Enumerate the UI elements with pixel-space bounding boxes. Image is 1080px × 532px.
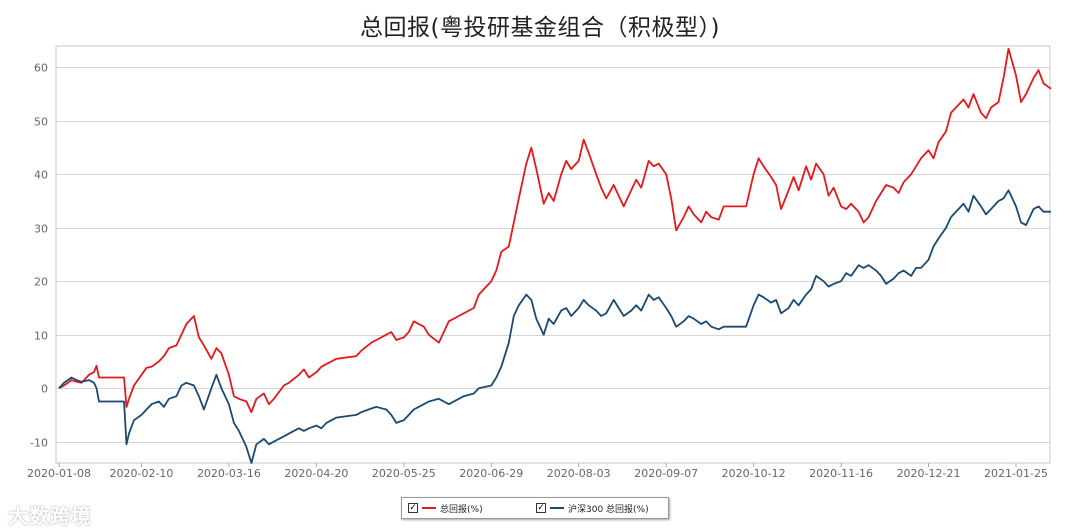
x-tick-label: 2020-10-12: [722, 467, 786, 480]
series-line-total-return: [58, 47, 1052, 414]
x-tick-label: 2020-12-21: [897, 467, 961, 480]
y-tick-label: 50: [34, 116, 48, 129]
legend-label-csi300-return: 沪深300 总回报(%): [568, 504, 649, 515]
x-tick-label: 2020-02-10: [109, 467, 173, 480]
watermark-logo: 大数跨境: [8, 504, 92, 528]
x-tick-label: 2020-04-20: [284, 467, 348, 480]
y-tick-label: 60: [34, 62, 48, 75]
legend: ✓ 总回报(%) ✓ 沪深300 总回报(%): [401, 497, 669, 519]
x-tick-label: 2020-03-16: [197, 467, 261, 480]
gridlines: [56, 67, 1050, 443]
legend-swatch-total-return: [422, 507, 436, 509]
legend-checkbox[interactable]: ✓: [408, 503, 418, 513]
x-tick-label: 2020-06-29: [459, 467, 523, 480]
series-lines: [58, 47, 1052, 464]
x-tick-label: 2020-11-16: [809, 467, 873, 480]
legend-label-total-return: 总回报(%): [440, 504, 483, 515]
legend-item-total-return[interactable]: ✓ 总回报(%): [408, 501, 483, 515]
axes: -10 0 10 20 30 40 50 60 2020-01-08 2020-02-10 2020…: [27, 45, 1051, 480]
plot-area-frame: [55, 45, 1051, 464]
y-tick-label: 0: [41, 383, 48, 396]
chart-title: 总回报(粤投研基金组合（积极型）): [360, 15, 720, 41]
x-tick-label: 2020-01-08: [27, 467, 91, 480]
y-tick-label: 40: [34, 169, 48, 182]
x-tick-label: 2020-09-07: [634, 467, 698, 480]
y-tick-label: -10: [30, 437, 48, 450]
legend-item-csi300-return[interactable]: ✓ 沪深300 总回报(%): [536, 501, 649, 515]
x-tick-label: 2020-08-03: [547, 467, 611, 480]
x-tick-label: 2021-01-25: [984, 467, 1048, 480]
y-tick-label: 20: [34, 276, 48, 289]
y-tick-label: 30: [34, 223, 48, 236]
y-tick-label: 10: [34, 330, 48, 343]
legend-swatch-csi300-return: [550, 507, 564, 509]
x-tick-label: 2020-05-25: [372, 467, 436, 480]
legend-checkbox[interactable]: ✓: [536, 503, 546, 513]
series-line-csi300-return: [58, 189, 1051, 464]
